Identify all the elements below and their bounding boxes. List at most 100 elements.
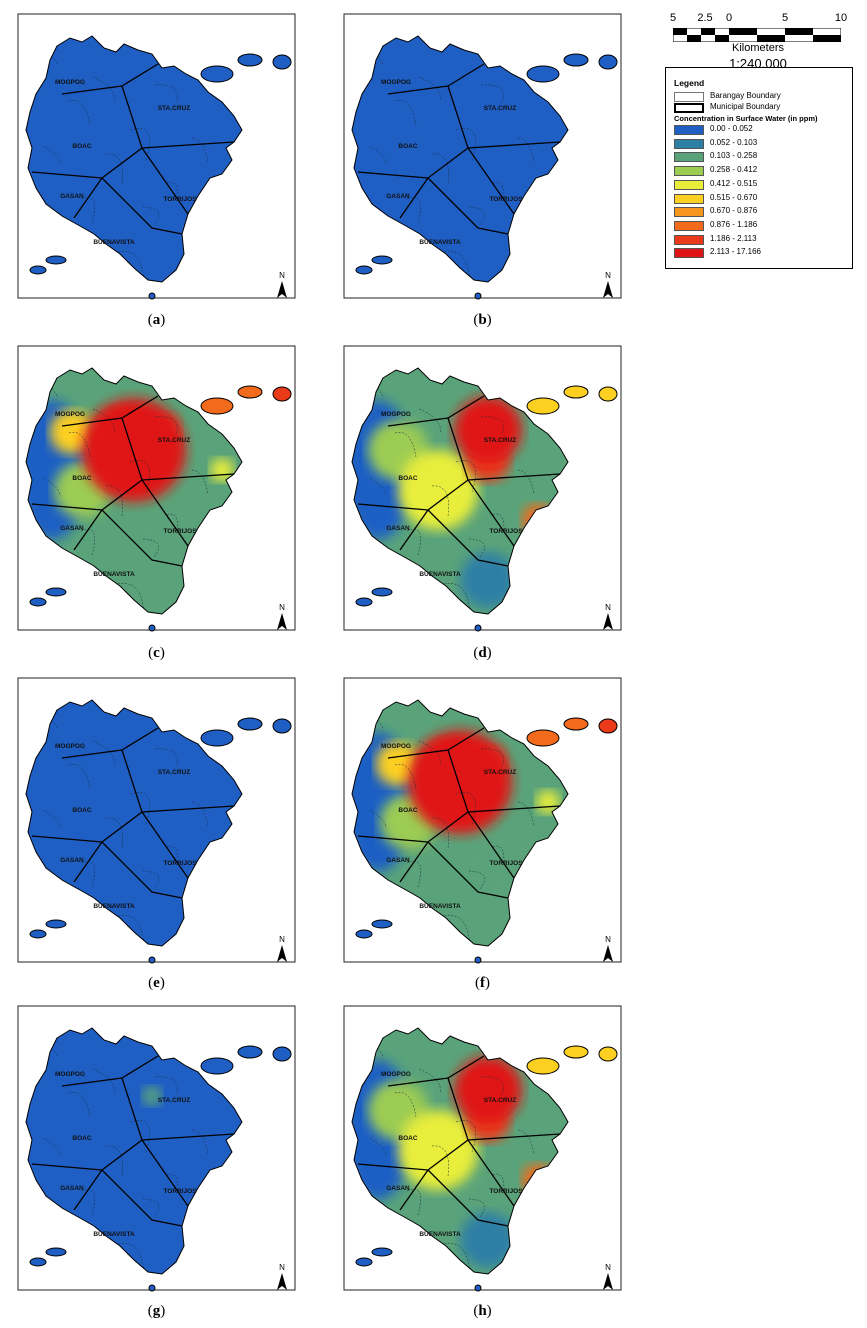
barangay-boundary-line <box>480 84 504 104</box>
municipal-boundary-line <box>467 1133 561 1141</box>
main-island <box>352 36 568 282</box>
legend-range-label: 0.00 - 0.052 <box>710 124 753 133</box>
barangay-boundary-line <box>105 817 123 849</box>
map-figure: MOGPOG STA.CRUZ BOAC GASAN TORRIJOS BUENAVIST… <box>343 13 622 300</box>
small-island <box>526 729 560 747</box>
place-label-stacruz: STA.CRUZ <box>484 1097 516 1104</box>
panel-caption-g: (g) <box>147 1303 166 1319</box>
concentration-hotspot <box>210 458 234 482</box>
place-label-mogpog: MOGPOG <box>381 79 411 86</box>
place-label-stacruz: STA.CRUZ <box>158 437 190 444</box>
coastline <box>351 1027 569 1275</box>
north-arrow-label: N <box>605 603 611 612</box>
barangay-boundary-line <box>92 740 115 766</box>
small-island <box>148 956 156 964</box>
small-island <box>563 717 589 731</box>
place-label-boac: BOAC <box>72 1135 91 1142</box>
barangay-boundary-line <box>129 128 150 161</box>
place-label-gasan: GASAN <box>386 525 410 532</box>
small-island <box>474 956 482 964</box>
barangay-boundary-line <box>468 1198 485 1218</box>
legend-subtitle: Concentration in Surface Water (in ppm) <box>674 114 818 123</box>
municipal-boundary-line <box>73 841 103 883</box>
small-island <box>272 718 292 734</box>
small-island <box>563 1045 589 1059</box>
legend-class: 0.052 - 0.103 <box>674 138 849 149</box>
barangay-boundary-line <box>80 1189 95 1216</box>
barangay-boundary-line <box>443 251 471 282</box>
legend-class: 0.00 - 0.052 <box>674 124 849 135</box>
small-island <box>355 1257 373 1267</box>
barangay-boundary-line <box>406 861 421 888</box>
place-label-gasan: GASAN <box>60 857 84 864</box>
barangay-boundary-line <box>166 1173 179 1194</box>
barangay-boundary-line <box>394 764 417 790</box>
legend-range-label: 2.113 - 17.166 <box>710 247 762 257</box>
barangay-boundary-line <box>492 513 505 534</box>
barangay-boundary-line <box>406 1189 421 1216</box>
barangay-boundary-line <box>369 1137 387 1157</box>
map-figure: MOGPOG STA.CRUZ BOAC GASAN TORRIJOS BUENAVIST… <box>17 345 296 632</box>
coastline <box>25 699 243 947</box>
small-island <box>237 1045 263 1059</box>
map-panel-e: MOGPOG STA.CRUZ BOAC GASAN TORRIJOS BUENAVIST… <box>12 672 301 968</box>
concentration-hotspot <box>142 1086 162 1106</box>
small-island <box>237 717 263 731</box>
barangay-boundary-line <box>369 809 387 829</box>
place-label-buenavista: BUENAVISTA <box>93 903 135 910</box>
place-label-gasan: GASAN <box>60 1185 84 1192</box>
barangay-boundary-line <box>431 153 449 185</box>
panel-caption-f: (f) <box>475 975 490 991</box>
small-island <box>474 624 482 632</box>
small-island <box>526 65 560 83</box>
place-label-boac: BOAC <box>72 807 91 814</box>
barangay-boundary-line <box>68 100 91 126</box>
map-figure: MOGPOG STA.CRUZ BOAC GASAN TORRIJOS BUENAVIST… <box>17 13 296 300</box>
north-arrow-label: N <box>279 935 285 944</box>
barangay-boundary-line <box>142 206 159 226</box>
place-label-mogpog: MOGPOG <box>55 411 85 418</box>
small-island <box>200 65 234 83</box>
map-panel-f: MOGPOG STA.CRUZ BOAC GASAN TORRIJOS BUENAVIST… <box>338 672 627 968</box>
small-island <box>200 1057 234 1075</box>
small-island <box>45 1247 67 1257</box>
place-label-boac: BOAC <box>72 143 91 150</box>
scale-tick: 0 <box>725 12 733 24</box>
small-island <box>29 597 47 607</box>
legend-class: 1.186 - 2.113 <box>674 234 849 245</box>
municipal-boundary-line <box>399 177 429 219</box>
municipal-boundary-line <box>467 805 561 813</box>
panel-caption-b: (b) <box>473 312 492 328</box>
place-label-torrijos: TORRIJOS <box>163 528 197 535</box>
concentration-hotspot <box>398 1110 478 1190</box>
small-island <box>45 255 67 265</box>
place-label-boac: BOAC <box>398 475 417 482</box>
concentration-surface <box>352 1037 568 1274</box>
municipal-boundary-line <box>141 805 235 813</box>
municipal-boundary-line <box>73 1169 103 1211</box>
legend: Legend Barangay Boundary Municipal Bound… <box>665 67 853 269</box>
concentration-hotspot <box>460 1212 516 1268</box>
place-label-buenavista: BUENAVISTA <box>93 1231 135 1238</box>
municipal-boundary-line <box>101 177 183 235</box>
legend-class: 0.258 - 0.412 <box>674 165 849 177</box>
map-figure: MOGPOG STA.CRUZ BOAC GASAN TORRIJOS BUENAVIST… <box>343 345 622 632</box>
barangay-boundary-line <box>129 792 150 825</box>
barangay-boundary-line <box>369 145 387 165</box>
small-island <box>563 385 589 399</box>
north-arrow-icon <box>603 281 613 298</box>
legend-swatch <box>674 152 704 163</box>
barangay-boundary-line <box>166 845 179 866</box>
barangay-boundary-line <box>480 1076 504 1096</box>
legend-range-label: 0.515 - 0.670 <box>710 192 758 202</box>
map-panel-c: MOGPOG STA.CRUZ BOAC GASAN TORRIJOS BUENAVIST… <box>12 340 301 636</box>
scale-units: Kilometers <box>732 42 784 54</box>
legend-range-label: 0.876 - 1.186 <box>710 219 758 229</box>
small-island <box>526 1057 560 1075</box>
place-label-torrijos: TORRIJOS <box>489 528 523 535</box>
concentration-hotspot <box>536 790 560 814</box>
municipal-boundary-line <box>427 841 509 899</box>
barangay-boundary-line <box>455 1120 476 1153</box>
barangay-boundary-line <box>68 432 91 458</box>
municipal-boundary-line <box>101 1169 183 1227</box>
